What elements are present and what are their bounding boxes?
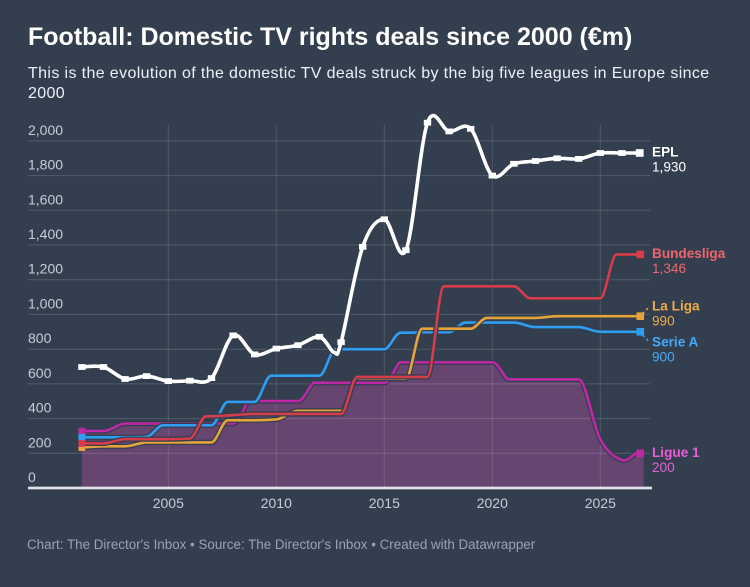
svg-text:EPL: EPL (652, 145, 678, 160)
svg-text:2025: 2025 (585, 495, 616, 511)
svg-text:600: 600 (28, 365, 52, 381)
svg-text:990: 990 (652, 314, 675, 329)
svg-text:200: 200 (28, 434, 52, 450)
svg-text:2020: 2020 (477, 495, 508, 511)
svg-text:2005: 2005 (153, 495, 184, 511)
svg-text:1,000: 1,000 (28, 295, 63, 311)
svg-text:1,200: 1,200 (28, 261, 63, 277)
svg-text:Serie A: Serie A (652, 335, 699, 350)
svg-text:1,400: 1,400 (28, 226, 63, 242)
svg-text:200: 200 (652, 460, 675, 475)
svg-text:0: 0 (28, 469, 36, 485)
svg-text:2010: 2010 (261, 495, 292, 511)
svg-text:1,930: 1,930 (652, 160, 686, 175)
svg-text:1,800: 1,800 (28, 157, 63, 173)
svg-text:2015: 2015 (369, 495, 400, 511)
svg-text:400: 400 (28, 400, 52, 416)
svg-text:900: 900 (652, 350, 675, 365)
svg-text:800: 800 (28, 330, 52, 346)
svg-text:La Liga: La Liga (652, 299, 700, 314)
svg-text:1,600: 1,600 (28, 191, 63, 207)
svg-text:Bundesliga: Bundesliga (652, 246, 726, 261)
svg-text:Ligue 1: Ligue 1 (652, 445, 700, 460)
svg-text:2,000: 2,000 (28, 122, 63, 138)
svg-text:1,346: 1,346 (652, 261, 686, 276)
